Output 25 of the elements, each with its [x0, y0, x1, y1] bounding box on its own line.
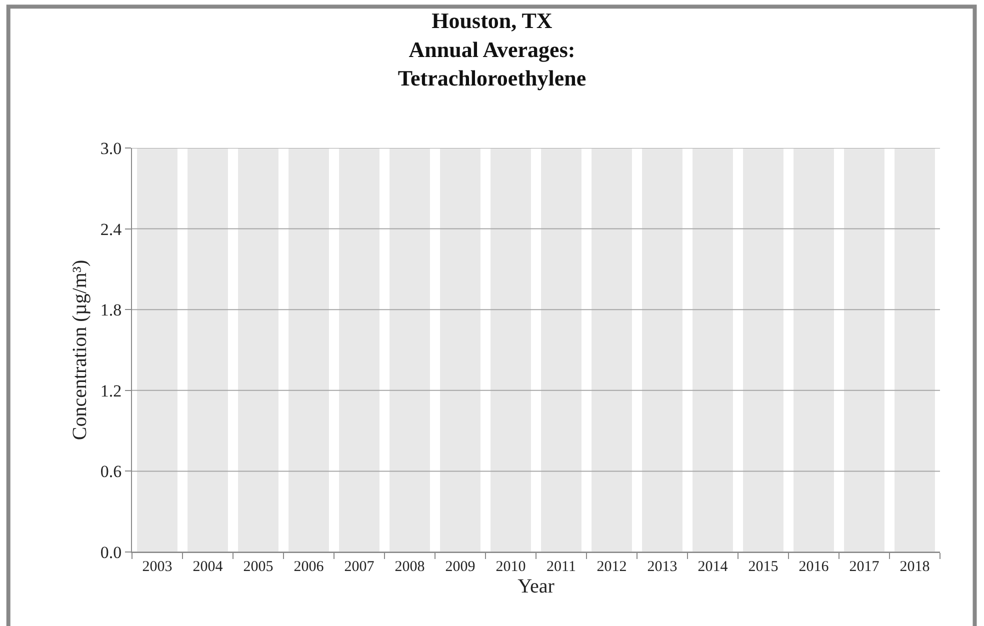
x-tick-label: 2005	[243, 559, 274, 575]
chart-title: Houston, TX Annual Averages: Tetrachloroethylene	[398, 8, 586, 90]
x-tick-label: 2016	[798, 559, 830, 575]
x-tick-label: 2017	[849, 559, 880, 575]
x-tick-label: 2015	[748, 559, 778, 575]
x-tick-label: 2004	[192, 559, 224, 575]
x-tick-label: 2007	[344, 559, 375, 575]
y-tick-label: 0.6	[100, 462, 122, 482]
y-tick-label: 1.8	[100, 300, 122, 320]
x-tick-label: 2013	[647, 559, 678, 575]
y-axis-title: Concentration (µg/m³)	[68, 260, 91, 440]
x-tick-label: 2010	[496, 559, 526, 575]
x-axis-title: Year	[518, 576, 555, 598]
x-tick-label: 2018	[900, 559, 930, 575]
y-tick-label: 3.0	[100, 138, 122, 158]
x-tick-label: 2006	[294, 559, 324, 575]
x-tick-label: 2012	[596, 559, 627, 575]
x-tick-label: 2008	[394, 559, 425, 575]
y-tick-label: 0.0	[100, 542, 122, 562]
x-tick-label: 2014	[698, 559, 728, 575]
x-tick-label: 2003	[142, 559, 172, 575]
y-tick-label: 1.2	[100, 381, 122, 400]
x-tick-label: 2011	[546, 559, 576, 575]
y-tick-label: 2.4	[100, 220, 122, 239]
x-tick-label: 2009	[445, 559, 476, 575]
